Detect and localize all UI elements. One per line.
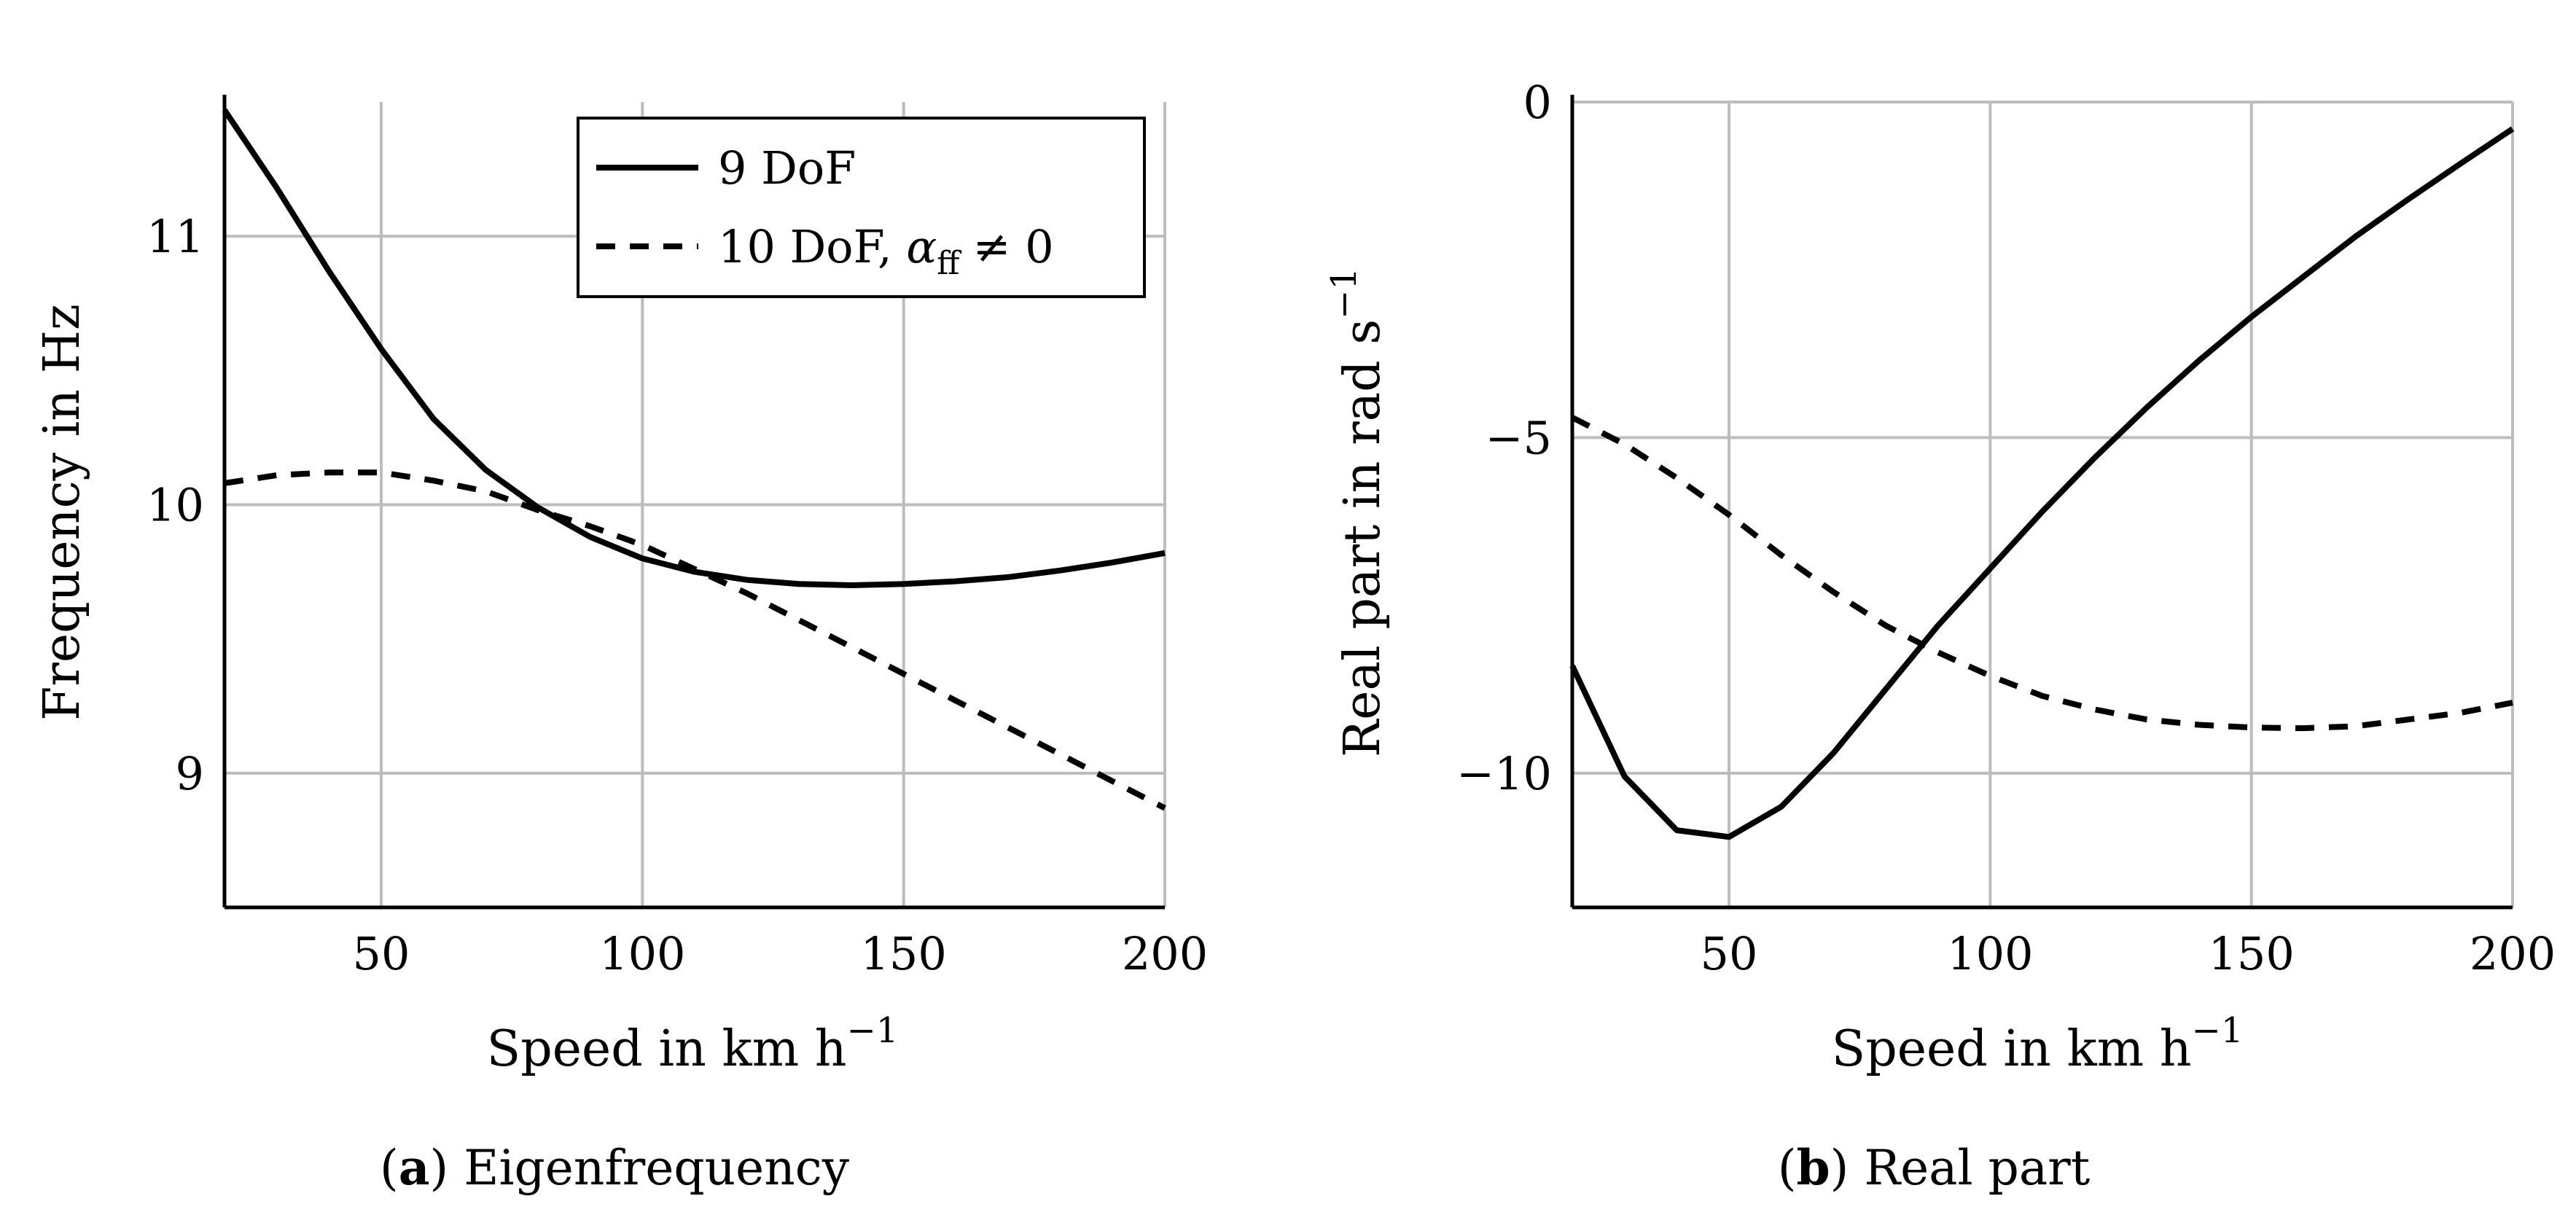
legend-box xyxy=(577,117,1146,298)
series-line-b-9dof xyxy=(1569,126,2515,840)
y-tick-label-b-2: 0 xyxy=(1523,76,1552,129)
x-tick-label-a-200: 200 xyxy=(1122,927,1208,980)
tick-labels-b: 50 100 150 200 −10 −5 0 xyxy=(1456,76,2556,980)
tick-labels-a: 50 100 150 200 9 10 11 xyxy=(147,210,1208,980)
legend-label-10dof: 10 DoF, αff ≠ 0 xyxy=(718,220,1054,282)
grid-b xyxy=(1572,101,2514,907)
chart-eigenfrequency: 50 100 150 200 9 10 11 Frequency in Hz Speed i… xyxy=(34,95,1208,1196)
axes-a xyxy=(222,95,1165,910)
axes-b xyxy=(1570,95,2513,910)
x-tick-label-b-150: 150 xyxy=(2208,927,2294,980)
y-tick-label-b-1: −5 xyxy=(1486,411,1552,464)
y-axis-label-a: Frequency in Hz xyxy=(34,304,91,721)
x-tick-label-b-200: 200 xyxy=(2470,927,2556,980)
y-tick-label-a-1: 10 xyxy=(147,479,204,532)
series-line-b-10dof xyxy=(1571,415,2513,732)
x-tick-label-b-100: 100 xyxy=(1947,927,2033,980)
y-tick-label-b-0: −10 xyxy=(1456,747,1552,800)
series-group-a xyxy=(222,108,1166,811)
x-tick-label-a-50: 50 xyxy=(353,927,410,980)
x-tick-label-b-50: 50 xyxy=(1701,927,1758,980)
x-tick-label-a-150: 150 xyxy=(860,927,946,980)
y-tick-label-a-0: 9 xyxy=(176,747,204,800)
legend-label-9dof: 9 DoF xyxy=(718,141,856,195)
x-axis-label-b: Speed in km h−1 xyxy=(1832,1010,2244,1078)
caption-b: (b) Real part xyxy=(1778,1139,2091,1196)
caption-a: (a) Eigenfrequency xyxy=(380,1139,850,1196)
legend: 9 DoF 10 DoF, αff ≠ 0 xyxy=(577,117,1146,298)
series-group-b xyxy=(1569,126,2515,840)
series-line-a-10dof xyxy=(224,469,1166,811)
chart-real-part: 50 100 150 200 −10 −5 0 Real part in rad s−1 S… xyxy=(1324,76,2556,1196)
y-tick-label-a-2: 11 xyxy=(147,210,204,263)
y-axis-label-b: Real part in rad s−1 xyxy=(1324,267,1392,757)
x-tick-label-a-100: 100 xyxy=(599,927,685,980)
x-axis-label-a: Speed in km h−1 xyxy=(487,1010,899,1078)
